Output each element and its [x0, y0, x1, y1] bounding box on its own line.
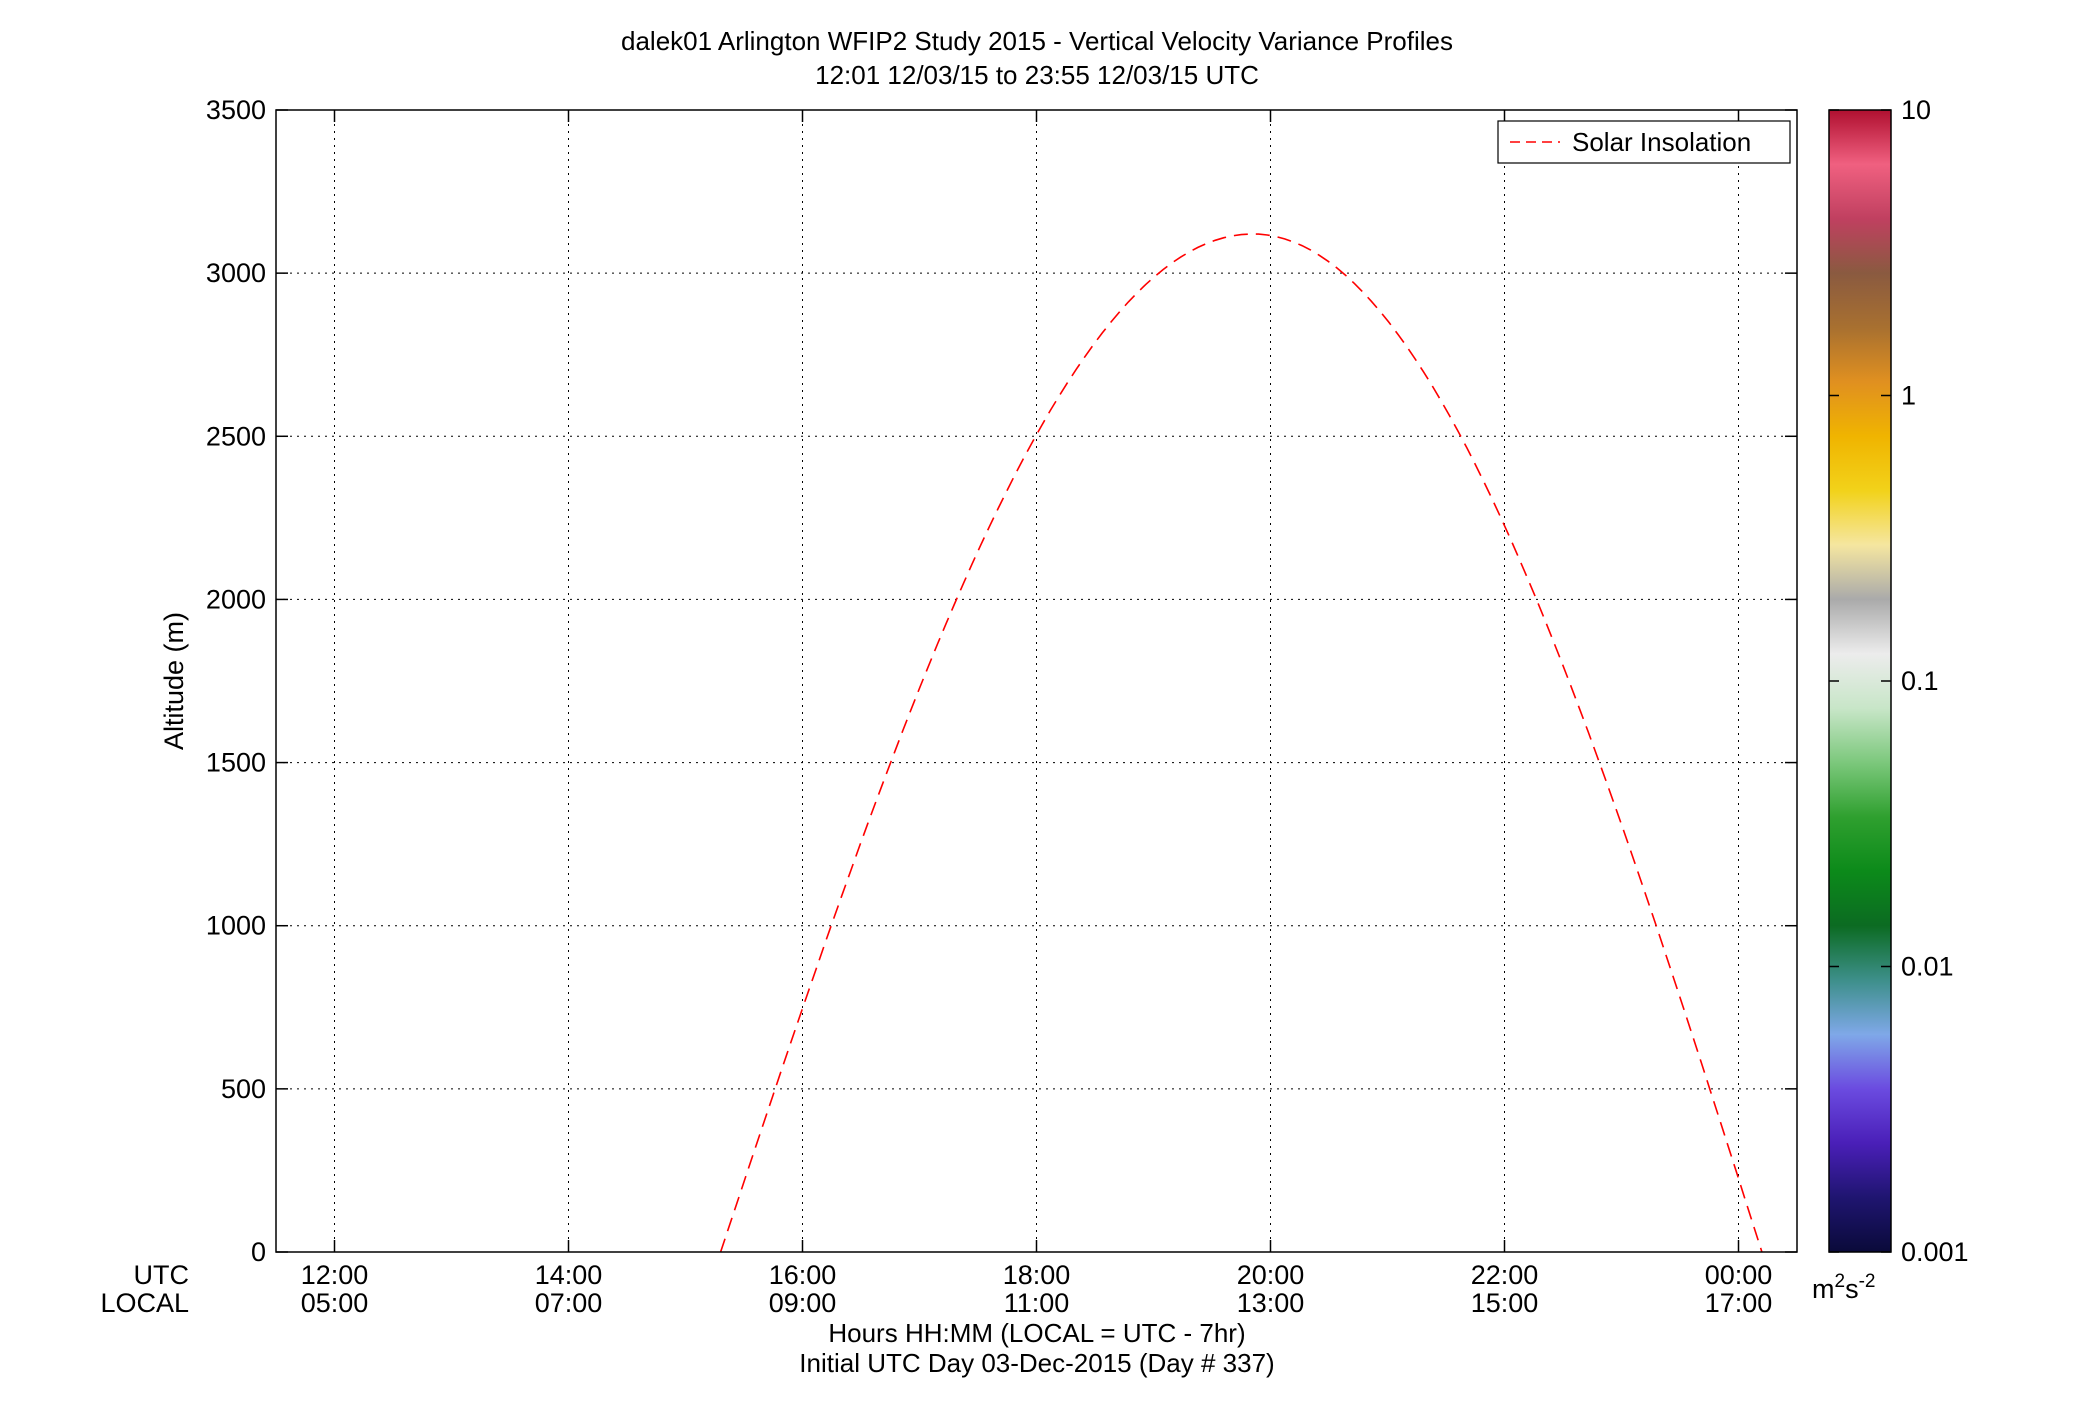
legend-label: Solar Insolation [1572, 127, 1751, 157]
x-tick-label-local: 13:00 [1237, 1288, 1305, 1318]
plot-background [276, 110, 1797, 1252]
y-axis-label: Altitude (m) [159, 612, 189, 750]
colorbar-tick-label: 1 [1901, 381, 1916, 411]
x-tick-label-utc: 00:00 [1705, 1260, 1773, 1290]
x-tick-label-local: 11:00 [1004, 1288, 1070, 1318]
local-row-label: LOCAL [100, 1288, 189, 1318]
x-tick-label-local: 05:00 [301, 1288, 369, 1318]
colorbar-tick-label: 10 [1901, 95, 1931, 125]
y-tick-label: 1000 [206, 911, 266, 941]
y-tick-label: 3000 [206, 258, 266, 288]
y-axis-ticks: 0 500 1000 1500 2000 2500 3000 3500 [206, 95, 1797, 1267]
y-tick-label: 0 [251, 1237, 266, 1267]
x-tick-label-utc: 18:00 [1003, 1260, 1071, 1290]
colorbar: 0.001 0.01 0.1 1 10 m2s-2 [1812, 95, 1969, 1304]
chart-title: dalek01 Arlington WFIP2 Study 2015 - Ver… [621, 26, 1453, 56]
utc-row-label: UTC [134, 1260, 190, 1290]
x-tick-label-utc: 16:00 [769, 1260, 837, 1290]
colorbar-tick-label: 0.01 [1901, 952, 1954, 982]
y-tick-label: 500 [221, 1074, 266, 1104]
y-tick-label: 1500 [206, 748, 266, 778]
chart-subtitle: 12:01 12/03/15 to 23:55 12/03/15 UTC [815, 60, 1259, 90]
x-axis-label: Hours HH:MM (LOCAL = UTC - 7hr) [828, 1318, 1245, 1348]
grid-lines [276, 109, 1797, 1253]
x-tick-label-utc: 22:00 [1471, 1260, 1539, 1290]
x-tick-label-local: 15:00 [1471, 1288, 1539, 1318]
colorbar-unit: m2s-2 [1812, 1271, 1875, 1304]
colorbar-tick-label: 0.001 [1901, 1237, 1969, 1267]
x-tick-label-local: 17:00 [1705, 1288, 1773, 1318]
y-tick-label: 2500 [206, 421, 266, 451]
legend: Solar Insolation [1497, 120, 1791, 164]
x-tick-label-local: 09:00 [769, 1288, 837, 1318]
colorbar-tick-label: 0.1 [1901, 666, 1939, 696]
x-axis-label-secondary: Initial UTC Day 03-Dec-2015 (Day # 337) [799, 1348, 1274, 1378]
colorbar-ticks: 0.001 0.01 0.1 1 10 [1829, 95, 1969, 1267]
y-tick-label: 3500 [206, 95, 266, 125]
x-tick-label-local: 07:00 [535, 1288, 603, 1318]
x-tick-label-utc: 14:00 [535, 1260, 603, 1290]
x-tick-label-utc: 20:00 [1237, 1260, 1305, 1290]
y-tick-label: 2000 [206, 584, 266, 614]
x-tick-label-utc: 12:00 [301, 1260, 369, 1290]
solar-insolation-line [719, 233, 1763, 1253]
